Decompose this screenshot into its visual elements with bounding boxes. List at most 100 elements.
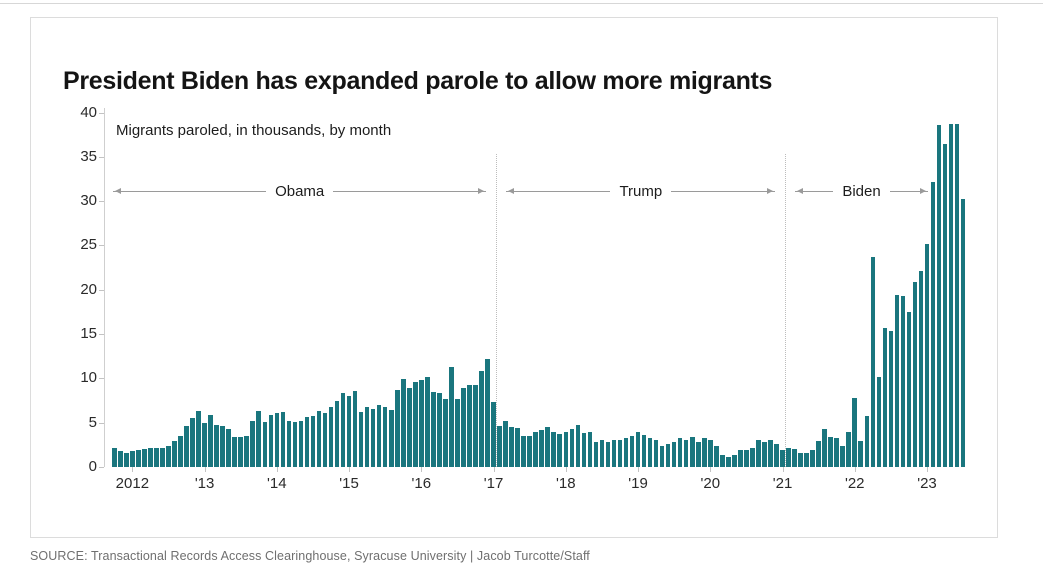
bar (262, 421, 268, 467)
bar (298, 420, 304, 467)
y-axis-tick (99, 245, 104, 247)
x-axis-tick (349, 467, 351, 472)
bar (178, 435, 183, 467)
bar (659, 445, 665, 467)
bar (912, 281, 918, 467)
bar (244, 435, 250, 467)
bar (888, 331, 894, 467)
y-tick-label: 25 (80, 236, 97, 254)
bar (864, 415, 870, 467)
x-tick-label: '15 (339, 475, 359, 492)
bar (461, 388, 466, 467)
bar (605, 442, 611, 467)
bar (840, 445, 845, 467)
x-axis-tick (276, 467, 278, 472)
bar (768, 440, 773, 467)
bar (918, 271, 924, 467)
bar (497, 426, 502, 467)
bar (774, 443, 779, 467)
bar (515, 428, 520, 467)
y-tick-label: 5 (88, 413, 97, 431)
bar (527, 435, 532, 467)
bar (804, 452, 809, 467)
bar (894, 295, 900, 467)
bar (882, 327, 888, 467)
bar (846, 432, 852, 467)
bar (689, 436, 695, 467)
y-axis-tick (99, 112, 104, 114)
bar (479, 371, 484, 467)
x-tick-label: 2012 (115, 475, 150, 492)
bar (382, 406, 388, 467)
era-arrow-left (795, 187, 834, 194)
x-axis-tick (132, 467, 134, 472)
bar (509, 427, 514, 467)
bar (376, 404, 382, 467)
bar (256, 411, 262, 467)
bar (695, 442, 701, 467)
y-axis-tick (99, 156, 104, 158)
top-divider-rule (0, 3, 1043, 4)
bar (551, 431, 557, 467)
x-axis-tick (854, 467, 856, 472)
bar (322, 412, 328, 467)
bar (292, 421, 298, 467)
bar (677, 437, 683, 467)
y-tick-label: 15 (80, 325, 97, 343)
era-label: Trump (619, 182, 663, 200)
bar (738, 450, 743, 467)
bar (503, 420, 508, 467)
bar (443, 398, 448, 467)
bar (136, 450, 141, 467)
bar (449, 366, 454, 467)
bar (425, 377, 430, 467)
x-tick-label: '16 (411, 475, 432, 492)
x-tick-label: '21 (772, 475, 793, 492)
bar (647, 437, 653, 467)
bar (413, 381, 418, 467)
y-tick-label: 0 (88, 458, 97, 475)
bar (202, 422, 207, 467)
x-tick-label: '18 (556, 475, 576, 492)
bar (822, 428, 827, 467)
x-axis-tick (782, 467, 784, 472)
source-credit-text: SOURCE: Transactional Records Access Cle… (30, 549, 590, 563)
bar (455, 398, 460, 467)
chart-card: President Biden has expanded parole to a… (30, 17, 998, 538)
bar (876, 377, 882, 467)
x-axis-tick (204, 467, 206, 472)
era-label: Biden (842, 182, 881, 200)
bar (906, 311, 912, 467)
bar (563, 432, 569, 467)
bar (491, 402, 496, 467)
bar (214, 425, 219, 467)
y-axis-tick (99, 289, 104, 291)
bar (316, 411, 322, 467)
bar (852, 397, 858, 467)
bar (720, 455, 725, 467)
bar (828, 436, 833, 467)
bar (635, 432, 641, 467)
bar (160, 447, 165, 467)
bar (671, 442, 677, 467)
bar (557, 434, 563, 467)
bar (473, 385, 478, 467)
era-arrow-right (889, 187, 928, 194)
bar (304, 417, 310, 467)
bar (623, 437, 629, 467)
bar (172, 441, 177, 467)
bar (310, 415, 316, 467)
bar (780, 450, 785, 467)
bar (900, 295, 906, 467)
bar (112, 448, 117, 467)
bar (521, 435, 526, 467)
bar (653, 440, 659, 467)
bar (792, 449, 797, 467)
bar (924, 243, 930, 467)
bar (250, 420, 256, 467)
bar (166, 445, 171, 467)
bar (184, 426, 189, 467)
bar (587, 432, 593, 467)
x-axis-tick (493, 467, 495, 472)
